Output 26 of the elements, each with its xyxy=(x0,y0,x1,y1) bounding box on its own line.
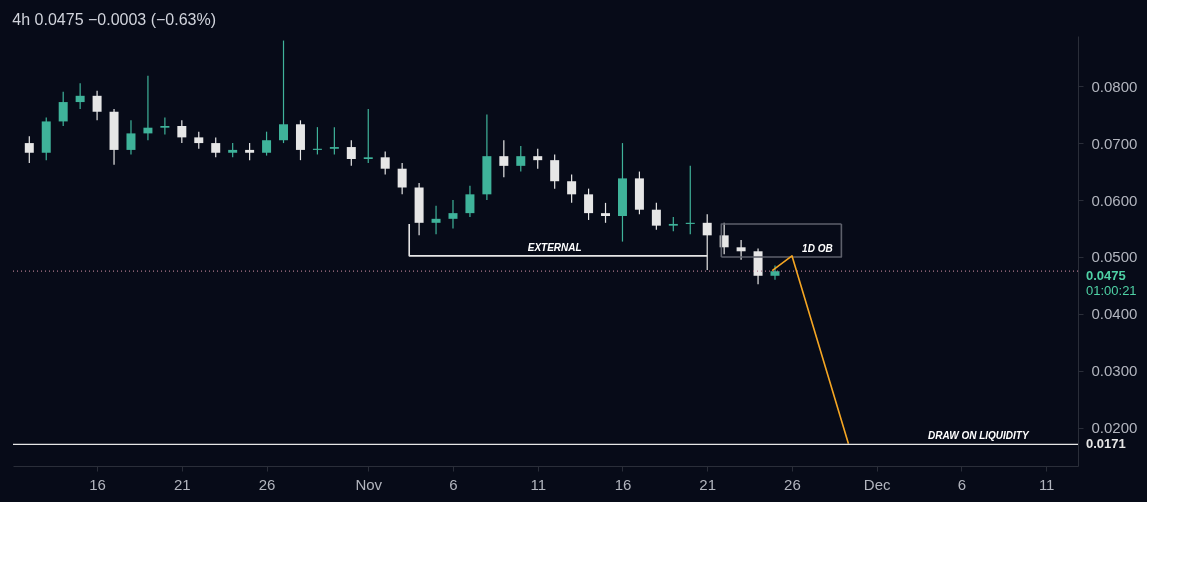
x-tick-label: 6 xyxy=(957,475,967,493)
annotation: EXTERNAL xyxy=(527,241,582,253)
x-tick-label: 16 xyxy=(614,475,632,493)
y-tick-label: 0.0600 xyxy=(1091,191,1138,209)
x-tick-label: 11 xyxy=(530,475,547,493)
chart-title: 4h 0.0475 −0.0003 (−0.63%) xyxy=(12,11,217,28)
y-tick-label: 0.0300 xyxy=(1091,362,1138,380)
y-tick-label: 0.0500 xyxy=(1091,248,1138,266)
ref-line-label: 0.0475 xyxy=(1086,268,1126,284)
x-tick-label: 16 xyxy=(89,475,106,493)
annotation: DRAW ON LIQUIDITY xyxy=(928,430,1030,442)
annotation: 1D OB xyxy=(802,242,833,254)
x-tick-label: Dec xyxy=(863,475,892,493)
x-tick-label: 11 xyxy=(1038,475,1055,493)
text: 01:00:21 xyxy=(1086,283,1137,299)
x-tick-label: Nov xyxy=(355,475,383,493)
x-tick-label: 26 xyxy=(258,475,276,493)
x-tick-label: 26 xyxy=(784,475,801,493)
x-tick-label: 21 xyxy=(699,475,717,493)
x-tick-label: 6 xyxy=(449,475,458,493)
y-tick-label: 0.0200 xyxy=(1091,419,1138,437)
y-tick-label: 0.0800 xyxy=(1091,77,1138,95)
y-tick-label: 0.0400 xyxy=(1091,305,1138,323)
ref-line-label: 0.0171 xyxy=(1086,436,1126,452)
y-tick-label: 0.0700 xyxy=(1091,134,1138,152)
x-tick-label: 21 xyxy=(173,475,191,493)
